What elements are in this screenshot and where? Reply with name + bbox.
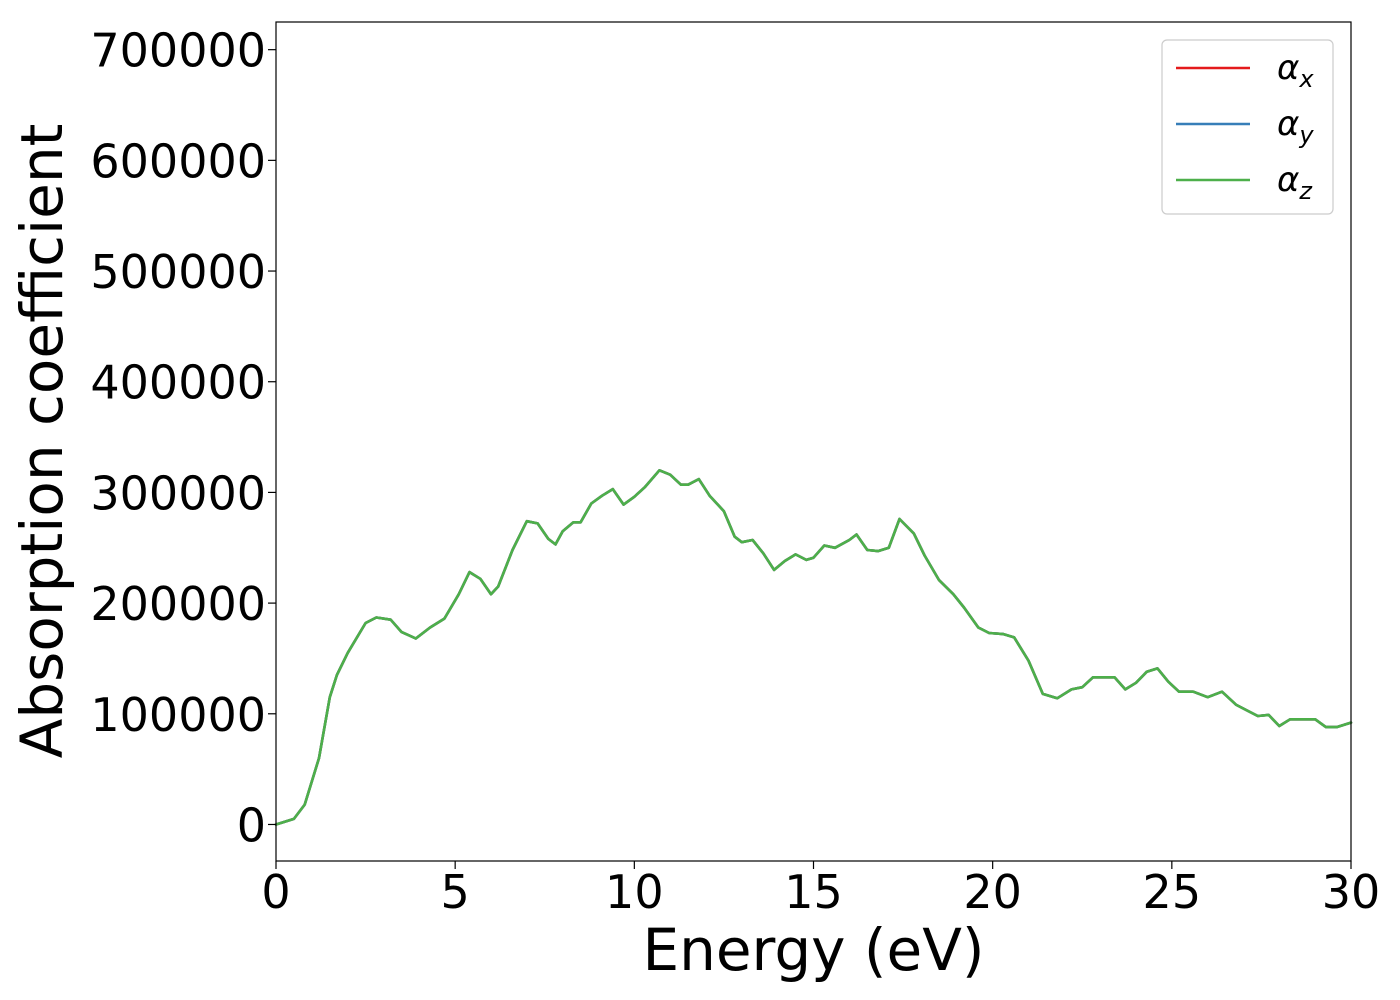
- series-line-z: [274, 469, 1353, 826]
- y-tick-label: 200000: [90, 577, 266, 631]
- y-tick-label: 400000: [90, 356, 266, 410]
- x-axis-title: Energy (eV): [642, 916, 984, 984]
- y-axis-title: Absorption coefficient: [8, 124, 76, 759]
- y-tick-label: 600000: [90, 134, 266, 188]
- y-tick-label: 100000: [90, 688, 266, 742]
- x-tick-label: 5: [441, 865, 470, 919]
- x-tick-label: 20: [963, 865, 1022, 919]
- x-axis: 0 5 10 15 20 25 30: [261, 861, 1380, 919]
- y-tick-label: 700000: [90, 24, 266, 78]
- x-tick-label: 0: [261, 865, 290, 919]
- legend-box: [1161, 39, 1334, 215]
- series-layer: [274, 469, 1353, 826]
- y-tick-label: 500000: [90, 245, 266, 299]
- x-tick-label: 10: [605, 865, 664, 919]
- x-tick-label: 25: [1143, 865, 1202, 919]
- y-axis: 0 100000 200000 300000 400000 500000 600000 700…: [90, 24, 276, 852]
- y-tick-label: 0: [237, 798, 266, 852]
- y-tick-label: 300000: [90, 466, 266, 520]
- x-tick-label: 30: [1322, 865, 1381, 919]
- x-tick-label: 15: [784, 865, 843, 919]
